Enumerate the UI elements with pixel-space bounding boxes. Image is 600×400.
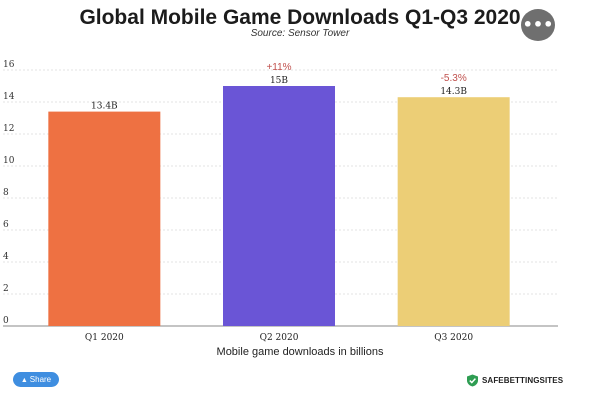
- y-tick-label: 0: [3, 316, 9, 326]
- brand-name: SAFEBETTINGSITES: [482, 375, 564, 385]
- share-label: Share: [29, 375, 52, 384]
- y-tick-label: 6: [3, 220, 9, 230]
- bar: [397, 97, 510, 326]
- brand-logo: SAFEBETTINGSITES: [466, 373, 563, 387]
- y-tick-label: 14: [3, 92, 15, 102]
- chart-title: Global Mobile Game Downloads Q1-Q3 2020: [79, 6, 521, 29]
- bar: [48, 111, 161, 326]
- y-tick-label: 16: [3, 60, 15, 70]
- share-button[interactable]: ▲ Share: [13, 372, 59, 387]
- data-label: 15B: [270, 76, 288, 86]
- data-label: 13.4B: [91, 102, 118, 112]
- change-label: -5.3%: [441, 73, 467, 84]
- data-label: 14.3B: [440, 87, 467, 97]
- chart-subtitle: Source: Sensor Tower: [250, 28, 350, 39]
- x-tick-label: Q3 2020: [434, 333, 473, 343]
- y-tick-label: 2: [3, 284, 9, 294]
- y-tick-label: 8: [3, 188, 9, 198]
- share-icon: ▲: [20, 377, 28, 384]
- bar: [223, 86, 335, 326]
- more-options-button[interactable]: •••: [521, 9, 555, 41]
- x-tick-label: Q2 2020: [260, 333, 299, 343]
- y-tick-label: 10: [3, 156, 15, 166]
- y-tick-label: 12: [3, 124, 14, 134]
- y-tick-label: 4: [3, 252, 9, 262]
- x-axis-title: Mobile game downloads in billions: [216, 346, 384, 358]
- x-tick-label: Q1 2020: [85, 333, 124, 343]
- change-label: +11%: [266, 62, 291, 73]
- shield-check-icon: [467, 374, 478, 386]
